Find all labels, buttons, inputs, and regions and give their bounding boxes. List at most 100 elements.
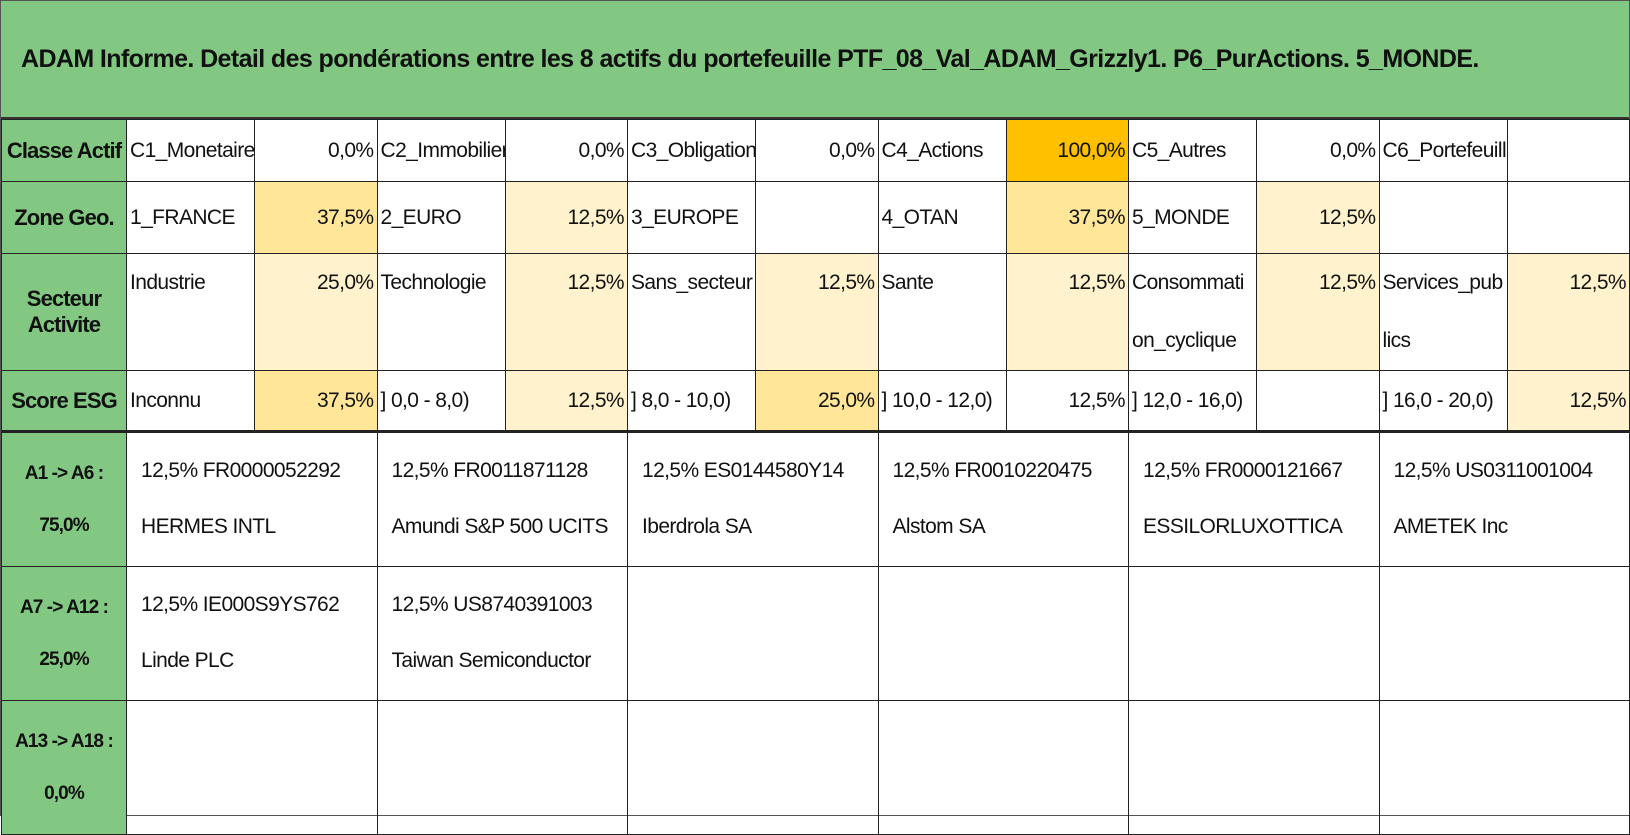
cell-value: 12,5% [504, 181, 628, 254]
asset-cell [1128, 700, 1380, 835]
table: Classe Actif C1_Monetaire 0,0% C2_Immobilie… [1, 119, 1630, 835]
cell-value: 37,5% [1005, 181, 1129, 254]
asset-cell: 12,5% FR0000121667 ESSILORLUXOTTICA [1128, 431, 1380, 567]
asset-isin: US8740391003 [453, 593, 593, 616]
asset-isin: IE000S9YS762 [202, 593, 340, 616]
asset-cell: 12,5% US8740391003 Taiwan Semiconductor [376, 566, 628, 701]
asset-weight: 12,5% [141, 593, 198, 616]
cell-value: 12,5% [755, 253, 879, 371]
cell-name: 5_MONDE [1128, 181, 1257, 254]
summary-row: Score ESG Inconnu 37,5%] 0,0 - 8,0) 12,5%] … [1, 370, 1630, 433]
asset-cell: 12,5% FR0000052292 HERMES INTL [126, 431, 378, 567]
asset-name: Alstom SA [892, 515, 986, 538]
asset-line: 12,5% US0311001004 [1393, 443, 1629, 499]
asset-row: A13 -> A18 : 0,0% [1, 700, 1630, 835]
cell-name: C6_Portefeuill [1378, 119, 1508, 182]
cell-name: C2_Immobilier [376, 119, 506, 182]
cell-name: 3_EUROPE [627, 181, 756, 254]
cell-name: Services_pub lics [1378, 253, 1508, 371]
asset-name: Taiwan Semiconductor [391, 649, 592, 672]
cell-value: 0,0% [254, 119, 378, 182]
asset-total: 0,0% [44, 782, 85, 804]
cell-value [1506, 181, 1630, 254]
cell-value [755, 181, 879, 254]
cell-name: 2_EURO [376, 181, 506, 254]
row-label: Secteur Activite [1, 253, 127, 371]
asset-weight: 12,5% [642, 459, 699, 482]
asset-cell [1378, 566, 1630, 701]
cell-name: C4_Actions [877, 119, 1007, 182]
summary-row: Zone Geo. 1_FRANCE 37,5% 2_EURO 12,5% 3_EUROP… [1, 181, 1630, 254]
asset-cell [1378, 700, 1630, 835]
cell-value: 25,0% [755, 370, 879, 433]
asset-name: ESSILORLUXOTTICA [1143, 515, 1343, 538]
asset-range: A13 -> A18 : [15, 730, 114, 752]
cell-value [1506, 119, 1630, 182]
cell-name: Inconnu [126, 370, 255, 433]
cell-value [1256, 370, 1380, 433]
asset-group-label: A7 -> A12 : 25,0% [1, 566, 127, 701]
cell-value: 12,5% [504, 253, 628, 371]
asset-cell: 12,5% IE000S9YS762 Linde PLC [126, 566, 378, 701]
cell-name: Sante [877, 253, 1007, 371]
cell-name: C3_Obligations [627, 119, 756, 182]
cell-name: 4_OTAN [877, 181, 1007, 254]
asset-name: Linde PLC [141, 649, 234, 672]
cell-value: 37,5% [254, 370, 378, 433]
asset-cell [627, 566, 879, 701]
cell-value: 12,5% [1256, 253, 1380, 371]
asset-line: 12,5% US8740391003 [391, 577, 627, 633]
cell-value: 12,5% [1506, 370, 1630, 433]
asset-weight: 12,5% [1143, 459, 1200, 482]
cell-name: Technologie [376, 253, 506, 371]
asset-cell [1128, 566, 1380, 701]
cell-value: 100,0% [1005, 119, 1129, 182]
asset-weight: 12,5% [391, 593, 449, 616]
asset-range: A7 -> A12 : [19, 596, 109, 618]
asset-total: 25,0% [39, 648, 89, 670]
summary-row: Secteur Activite Industrie 25,0% Technologi… [1, 253, 1630, 371]
asset-name: HERMES INTL [141, 515, 276, 538]
asset-group-label: A1 -> A6 : 75,0% [1, 431, 127, 567]
cell-value: 25,0% [254, 253, 378, 371]
cell-name: ] 8,0 - 10,0) [627, 370, 756, 433]
cell-name: ] 12,0 - 16,0) [1128, 370, 1257, 433]
asset-cell: 12,5% FR0011871128 Amundi S&P 500 UCITS [376, 431, 628, 567]
asset-weight: 12,5% [892, 459, 950, 482]
asset-total: 75,0% [39, 514, 89, 536]
asset-isin: ES0144580Y14 [703, 459, 845, 482]
cell-name: ] 16,0 - 20,0) [1378, 370, 1508, 433]
asset-cell [877, 566, 1129, 701]
asset-weight: 12,5% [391, 459, 449, 482]
asset-line: 12,5% FR0000052292 [141, 443, 376, 499]
summary-row: Classe Actif C1_Monetaire 0,0% C2_Immobilie… [1, 119, 1630, 182]
cell-name: Sans_secteur [627, 253, 756, 371]
asset-name: AMETEK Inc [1393, 515, 1509, 538]
cell-name: ] 0,0 - 8,0) [376, 370, 506, 433]
cell-name: C5_Autres [1128, 119, 1257, 182]
asset-cell [126, 700, 378, 835]
cell-name: C1_Monetaire [126, 119, 255, 182]
asset-line: 12,5% FR0011871128 [391, 443, 627, 499]
asset-weight: 12,5% [1393, 459, 1451, 482]
cell-value: 12,5% [504, 370, 628, 433]
asset-range: A1 -> A6 : [24, 462, 104, 484]
title: ADAM Informe. Detail des pondérations en… [1, 1, 1629, 119]
cell-value: 12,5% [1005, 370, 1129, 433]
cell-name: Consommati on_cyclique [1128, 253, 1257, 371]
asset-cell: 12,5% US0311001004 AMETEK Inc [1378, 431, 1630, 567]
cell-value: 0,0% [1256, 119, 1380, 182]
asset-line: 12,5% IE000S9YS762 [141, 577, 376, 633]
cell-value: 37,5% [254, 181, 378, 254]
asset-cell: 12,5% ES0144580Y14 Iberdrola SA [627, 431, 879, 567]
cell-value: 12,5% [1506, 253, 1630, 371]
cell-name: ] 10,0 - 12,0) [877, 370, 1007, 433]
row-label: Zone Geo. [1, 181, 127, 254]
asset-cell: 12,5% FR0010220475 Alstom SA [877, 431, 1129, 567]
cell-name: Industrie [126, 253, 255, 371]
row-label: Score ESG [1, 370, 127, 433]
asset-line: 12,5% ES0144580Y14 [642, 443, 877, 499]
asset-isin: FR0000121667 [1204, 459, 1343, 482]
asset-isin: FR0010220475 [954, 459, 1092, 482]
